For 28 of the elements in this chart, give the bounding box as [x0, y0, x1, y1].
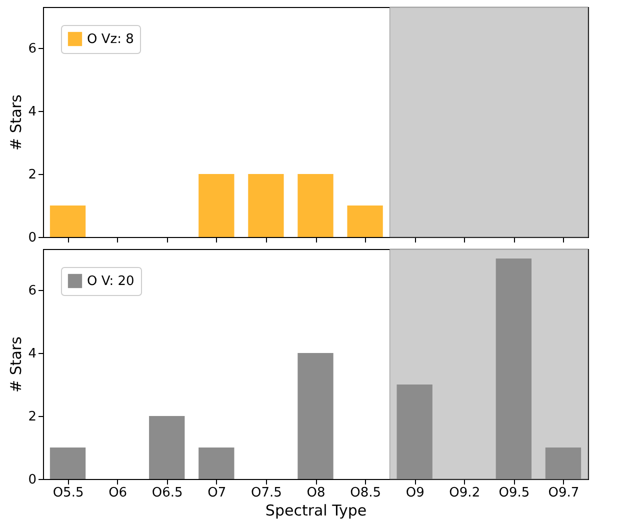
x-tick-label: O6	[108, 486, 128, 500]
y-tick-label: 4	[28, 346, 36, 362]
bar	[149, 416, 185, 479]
x-tick-label: O5.5	[52, 486, 84, 500]
x-tick-label: O6.5	[152, 486, 183, 500]
bar	[198, 447, 234, 479]
bar	[50, 447, 86, 479]
y-tick-label: 2	[28, 167, 36, 182]
x-tick-label: O9.5	[498, 486, 530, 500]
x-tick-label: O7.5	[250, 486, 282, 500]
x-axis-title: Spectral Type	[265, 502, 367, 520]
x-tick-label: O8.5	[350, 486, 382, 500]
y-tick-label: 6	[28, 283, 36, 298]
y-axis-title: # Stars	[7, 94, 26, 150]
y-tick-label: 0	[28, 472, 36, 488]
y-tick-label: 2	[28, 409, 36, 424]
y-tick-label: 0	[28, 230, 36, 246]
bar	[298, 352, 334, 479]
legend-label: O V: 20	[87, 274, 134, 289]
y-tick-label: 4	[28, 104, 36, 120]
x-tick-label: O7	[208, 486, 226, 500]
legend-label: O Vz: 8	[87, 32, 134, 47]
x-tick-label: O8	[306, 486, 326, 500]
x-tick-label: O9.7	[548, 486, 580, 500]
x-tick-label: O9	[406, 486, 424, 500]
x-tick-label: O9.2	[449, 486, 480, 500]
y-tick-label: 6	[28, 41, 36, 56]
y-axis-title: # Stars	[7, 336, 26, 392]
